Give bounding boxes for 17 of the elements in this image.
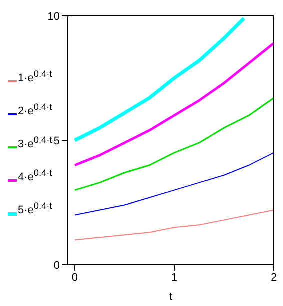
- x-tick-label: 1: [171, 272, 178, 284]
- line-series: [74, 42, 274, 167]
- legend-label: 3·e$^{0.4·t}$: [18, 134, 52, 152]
- legend-label: 2·e$^{0.4·t}$: [18, 101, 52, 119]
- line-series: [74, 152, 274, 216]
- line-series: [74, 210, 274, 241]
- y-tick-label: 10: [48, 10, 60, 23]
- y-tick-label: 0: [54, 260, 60, 272]
- y-tick-label: 5: [54, 135, 60, 148]
- line-series: [74, 97, 274, 192]
- x-tick-label: 2: [270, 272, 278, 284]
- x-axis-title: t: [169, 291, 173, 303]
- x-tick-label: 0: [72, 272, 78, 284]
- legend-label: 5·e$^{0.4·t}$: [18, 200, 52, 218]
- legend-label: 4·e$^{0.4·t}$: [18, 167, 52, 185]
- legend-label: 1·e$^{0.4·t}$: [18, 68, 52, 86]
- line-series: [73, 16, 246, 142]
